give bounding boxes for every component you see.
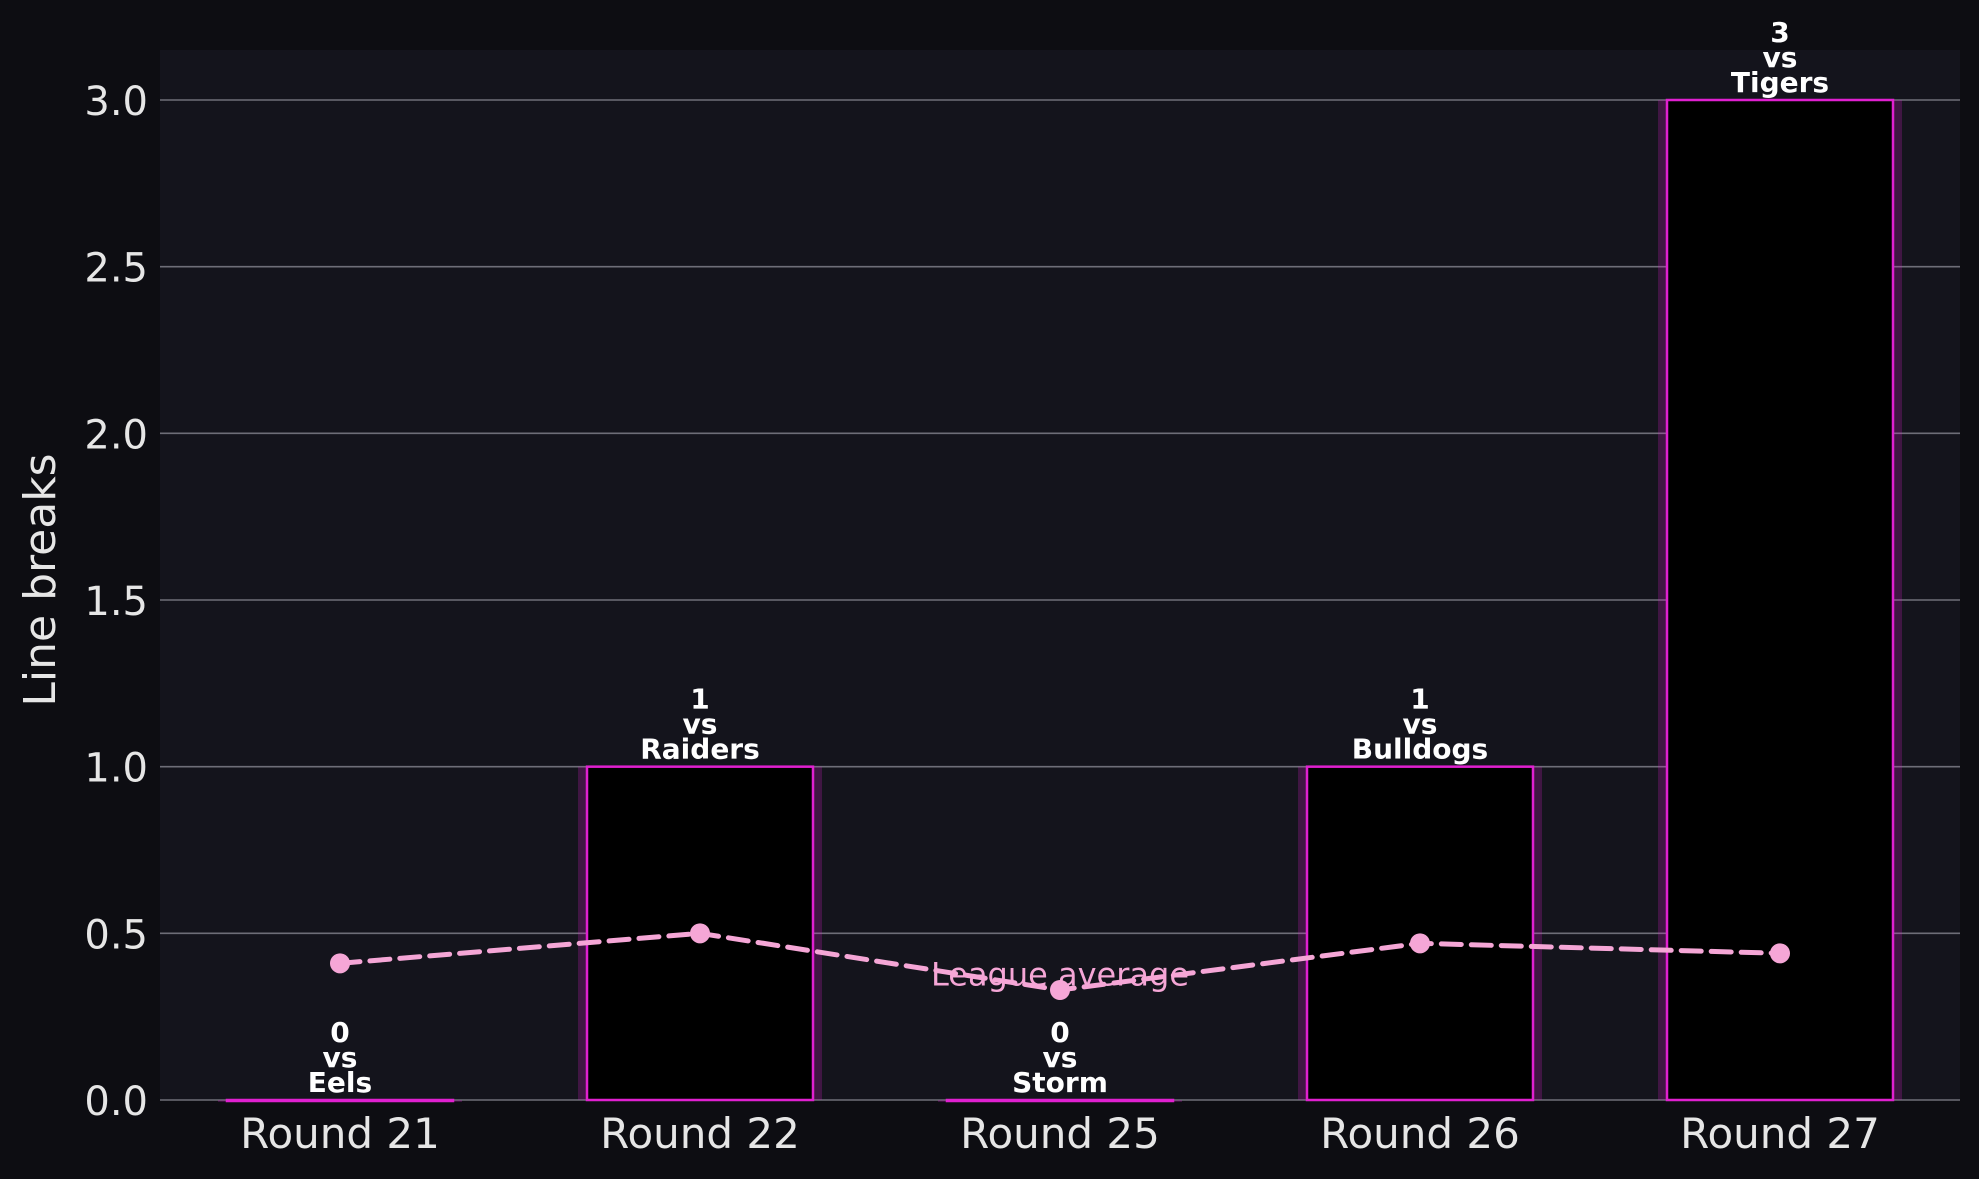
bar-value-label: vs bbox=[683, 708, 718, 741]
y-tick-label: 1.0 bbox=[84, 746, 148, 792]
league-average-annotation: League average bbox=[931, 955, 1189, 993]
x-tick-label: Round 26 bbox=[1320, 1109, 1520, 1158]
bar-value-label: vs bbox=[1403, 708, 1438, 741]
bar bbox=[225, 1098, 455, 1103]
y-tick-label: 3.0 bbox=[84, 79, 148, 125]
bar-value-label: Storm bbox=[1012, 1066, 1108, 1099]
y-tick-label: 0.5 bbox=[84, 912, 148, 958]
bar bbox=[1665, 98, 1895, 1102]
bar-value-label: Raiders bbox=[640, 733, 760, 766]
league-average-point bbox=[1050, 980, 1070, 1000]
league-average-point bbox=[330, 953, 350, 974]
league-average-point bbox=[1410, 933, 1430, 954]
bar-value-label: Eels bbox=[308, 1066, 372, 1099]
bar-value-label: vs bbox=[1763, 41, 1798, 74]
x-tick-label: Round 27 bbox=[1680, 1109, 1880, 1158]
league-average-point bbox=[1770, 943, 1790, 964]
bar-value-label: Bulldogs bbox=[1352, 733, 1488, 766]
y-tick-label: 2.5 bbox=[84, 246, 148, 292]
league-average-point bbox=[690, 923, 710, 944]
bar-value-label: vs bbox=[1043, 1041, 1078, 1074]
y-tick-label: 1.5 bbox=[84, 579, 148, 625]
x-tick-label: Round 21 bbox=[240, 1109, 440, 1158]
y-axis-label: Line breaks bbox=[15, 453, 66, 706]
bar-value-label: Tigers bbox=[1731, 66, 1829, 99]
bar-value-label: 1 bbox=[1410, 683, 1429, 716]
x-tick-label: Round 25 bbox=[960, 1109, 1160, 1158]
bar-value-label: vs bbox=[323, 1041, 358, 1074]
bar-value-label: 0 bbox=[330, 1016, 349, 1049]
plot-area bbox=[160, 50, 1960, 1100]
x-tick-label: Round 22 bbox=[600, 1109, 800, 1158]
y-tick-label: 2.0 bbox=[84, 412, 148, 458]
bar-value-label: 0 bbox=[1050, 1016, 1069, 1049]
y-tick-label: 0.0 bbox=[84, 1079, 148, 1125]
bar-value-label: 3 bbox=[1770, 16, 1789, 49]
bar bbox=[945, 1098, 1175, 1103]
bar-value-label: 1 bbox=[690, 683, 709, 716]
